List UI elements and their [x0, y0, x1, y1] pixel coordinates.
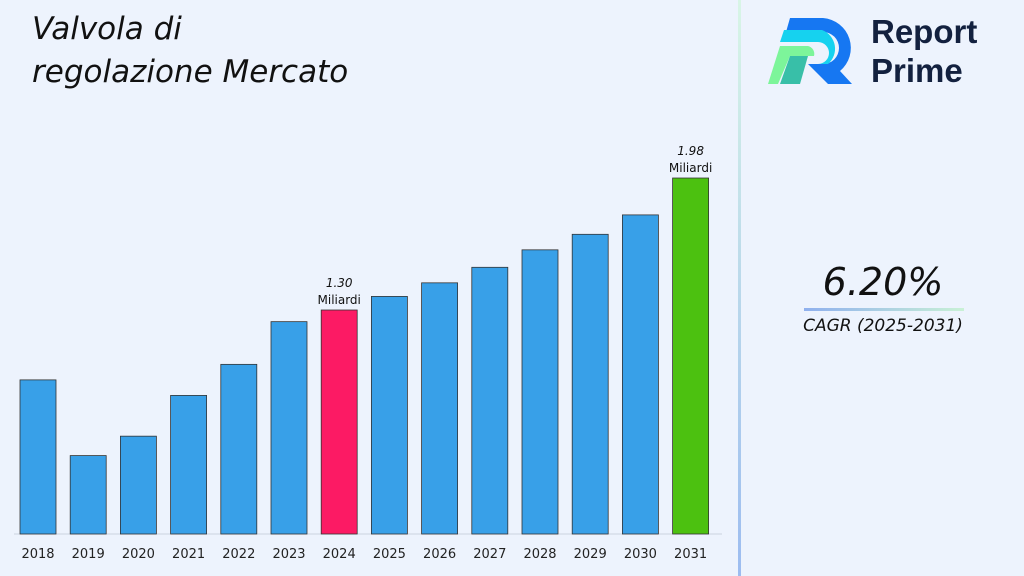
x-tick-label: 2023 — [272, 547, 305, 562]
report-prime-logo — [768, 18, 852, 84]
bar-2029 — [571, 233, 609, 535]
x-tick-label: 2030 — [624, 547, 657, 562]
bar-2024 — [320, 309, 358, 535]
logo-text: Report Prime — [871, 12, 977, 90]
x-tick-label: 2020 — [122, 547, 155, 562]
x-tick-label: 2029 — [574, 547, 607, 562]
bar-2023 — [270, 321, 308, 535]
bar-2020 — [120, 435, 157, 535]
x-tick-label: 2027 — [473, 547, 506, 562]
data-label-value: 1.30 — [326, 276, 353, 290]
x-tick-label: 2031 — [674, 547, 707, 562]
x-tick-label: 2024 — [323, 547, 356, 562]
bar-2025 — [370, 296, 408, 535]
bar-2026 — [421, 282, 459, 535]
x-tick-label: 2021 — [172, 547, 205, 562]
bar-2028 — [521, 249, 559, 535]
bar-2021 — [170, 395, 208, 535]
title-line-2: regolazione Mercato — [32, 54, 349, 90]
x-tick-label: 2022 — [222, 547, 255, 562]
data-label-unit: Miliardi — [318, 293, 361, 307]
chart-title: Valvola di regolazione Mercato — [32, 8, 348, 94]
title-line-1: Valvola di — [32, 11, 182, 47]
cagr-underline — [804, 308, 964, 311]
bar-2019 — [69, 455, 107, 535]
bar-2022 — [220, 363, 258, 535]
bar-2030 — [622, 214, 659, 535]
bar-chart: 2018 2019 2020 2021 2022 2023 2024 1.30 Miliardi… — [14, 144, 722, 562]
data-label-unit: Miliardi — [669, 161, 712, 175]
bar-2018 — [19, 379, 57, 535]
cagr-label: CAGR (2025-2031) — [803, 316, 963, 336]
logo-line-1: Report — [871, 13, 978, 50]
x-tick-label: 2026 — [423, 547, 456, 562]
divider — [738, 0, 741, 576]
x-tick-label: 2025 — [373, 547, 406, 562]
x-tick-label: 2018 — [21, 547, 54, 562]
data-label-value: 1.98 — [677, 144, 704, 158]
cagr-value: 6.20% — [822, 260, 944, 304]
bar-2031 — [672, 177, 709, 535]
logo-line-2: Prime — [871, 52, 963, 89]
bar-2027 — [471, 266, 509, 535]
x-tick-label: 2028 — [523, 547, 556, 562]
x-tick-label: 2019 — [72, 547, 105, 562]
